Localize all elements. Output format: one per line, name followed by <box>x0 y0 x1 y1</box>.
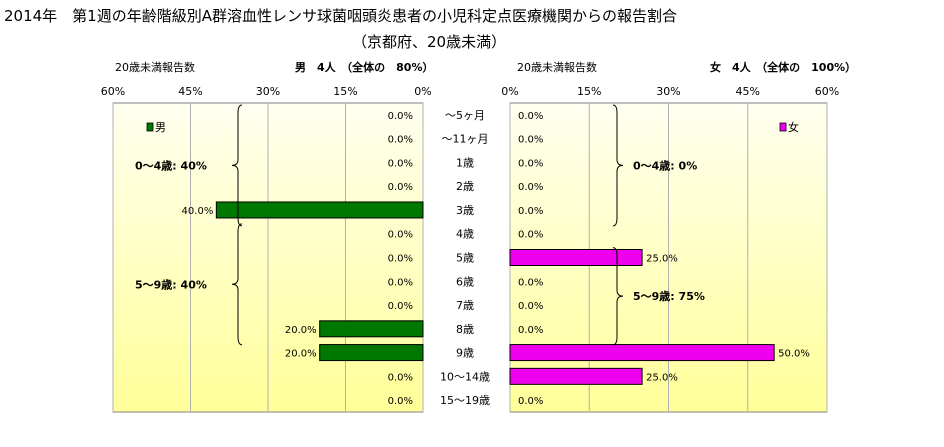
male-value-label: 0.0% <box>388 372 413 383</box>
male-group-bracket <box>231 223 243 346</box>
male-bar <box>319 344 424 362</box>
female-tick-label: 60% <box>815 85 839 98</box>
male-legend-label: 男 <box>155 121 166 134</box>
female-tick-label: 45% <box>736 85 760 98</box>
age-category-label: ～11ヶ月 <box>442 133 489 146</box>
age-category-label: 3歳 <box>456 204 474 217</box>
male-axis-label: 20歳未満報告数 <box>115 61 195 74</box>
male-value-label: 0.0% <box>388 158 413 169</box>
female-value-label: 0.0% <box>518 301 543 312</box>
age-category-label: 1歳 <box>456 156 474 169</box>
male-header: 男 4人 （全体の 80%） <box>295 60 433 74</box>
female-value-label: 0.0% <box>518 206 543 217</box>
female-bar <box>509 249 643 266</box>
age-category-label: 15～19歳 <box>440 394 490 407</box>
female-value-label: 0.0% <box>518 230 543 241</box>
female-header: 女 4人 （全体の 100%） <box>710 60 856 74</box>
male-bar <box>215 201 424 219</box>
female-group-annotation: 0～4歳: 0% <box>633 158 697 172</box>
female-value-label: 25.0% <box>646 254 678 265</box>
male-legend-swatch <box>146 122 154 132</box>
male-group-annotation: 5～9歳: 40% <box>135 277 207 291</box>
chart-title: 2014年 第1週の年齢階級別A群溶血性レンサ球菌咽頭炎患者の小児科定点医療機関… <box>4 7 677 25</box>
female-value-label: 25.0% <box>646 372 678 383</box>
age-category-label: ～5ヶ月 <box>445 109 485 122</box>
male-value-label: 40.0% <box>182 206 214 217</box>
male-tick-label: 45% <box>178 85 202 98</box>
male-value-label: 20.0% <box>285 349 317 360</box>
female-axis-label: 20歳未満報告数 <box>517 61 597 74</box>
chart-subtitle: （京都府、20歳未満） <box>352 33 506 51</box>
age-category-label: 5歳 <box>456 252 474 265</box>
male-value-label: 0.0% <box>388 254 413 265</box>
age-category-label: 10～14歳 <box>440 370 490 383</box>
female-value-label: 0.0% <box>518 111 543 122</box>
male-bar <box>319 320 424 338</box>
female-group-bracket <box>612 104 624 227</box>
male-value-label: 0.0% <box>388 111 413 122</box>
male-value-label: 0.0% <box>388 230 413 241</box>
male-tick-label: 0% <box>414 85 431 98</box>
female-value-label: 0.0% <box>518 182 543 193</box>
female-tick-label: 30% <box>656 85 680 98</box>
female-value-label: 0.0% <box>518 158 543 169</box>
female-tick-label: 0% <box>501 85 518 98</box>
female-value-label: 50.0% <box>778 349 810 360</box>
female-legend-swatch <box>779 122 787 132</box>
age-category-label: 9歳 <box>456 347 474 360</box>
female-group-bracket <box>612 247 624 346</box>
male-group-annotation: 0～4歳: 40% <box>135 158 207 172</box>
age-category-label: 2歳 <box>456 180 474 193</box>
female-value-label: 0.0% <box>518 396 543 407</box>
female-value-label: 0.0% <box>518 277 543 288</box>
male-value-label: 0.0% <box>388 396 413 407</box>
female-legend-label: 女 <box>788 120 799 134</box>
male-value-label: 0.0% <box>388 135 413 146</box>
male-value-label: 0.0% <box>388 301 413 312</box>
male-value-label: 0.0% <box>388 277 413 288</box>
age-category-label: 6歳 <box>456 275 474 288</box>
female-bar <box>509 344 775 362</box>
female-value-label: 0.0% <box>518 325 543 336</box>
age-category-label: 4歳 <box>456 228 474 241</box>
male-value-label: 20.0% <box>285 325 317 336</box>
female-tick-label: 15% <box>577 85 601 98</box>
female-value-label: 0.0% <box>518 135 543 146</box>
female-group-annotation: 5～9歳: 75% <box>633 289 705 303</box>
female-bar <box>509 367 643 385</box>
male-tick-label: 30% <box>256 85 280 98</box>
male-group-bracket <box>231 104 243 227</box>
male-value-label: 0.0% <box>388 182 413 193</box>
age-category-label: 8歳 <box>456 323 474 336</box>
male-tick-label: 15% <box>333 85 357 98</box>
male-tick-label: 60% <box>101 85 125 98</box>
age-category-label: 7歳 <box>456 299 474 312</box>
